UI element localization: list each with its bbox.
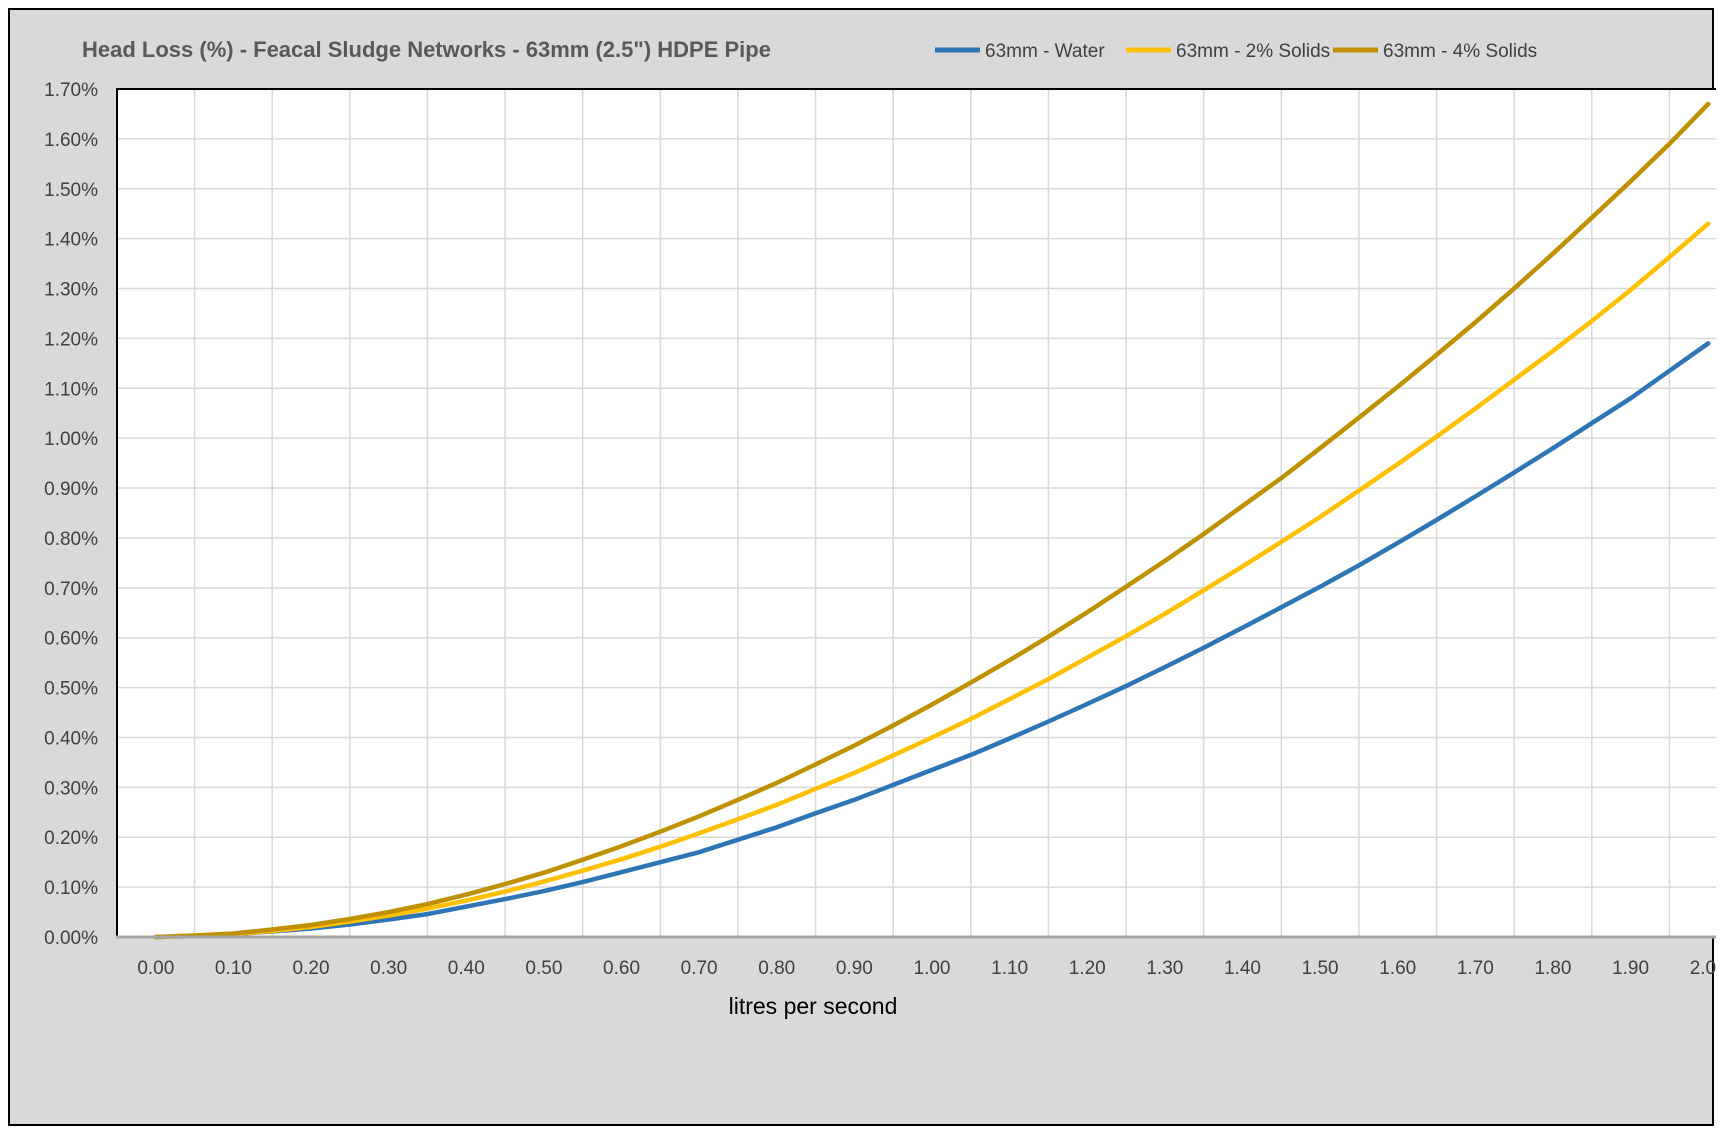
y-tick-label: 0.10% (44, 878, 98, 899)
y-tick-label: 1.40% (44, 230, 98, 251)
y-tick-label: 1.10% (44, 379, 98, 400)
gridlines (117, 88, 1716, 937)
x-tick-label: 1.50 (1302, 958, 1339, 979)
y-tick-label: 1.30% (44, 280, 98, 301)
x-tick-label: 0.60 (603, 958, 640, 979)
y-tick-label: 1.20% (44, 329, 98, 350)
legend-entry-label: 63mm - 4% Solids (1383, 41, 1537, 62)
x-tick-label: 0.10 (215, 958, 252, 979)
x-tick-label: 0.50 (525, 958, 562, 979)
x-tick-label: 0.40 (448, 958, 485, 979)
x-tick-label: 1.60 (1379, 958, 1416, 979)
y-tick-label: 0.70% (44, 579, 98, 600)
x-tick-label: 0.90 (836, 958, 873, 979)
x-tick-label: 0.80 (758, 958, 795, 979)
legend: 63mm - Water 63mm - 2% Solids 63mm - 4% So… (935, 41, 1537, 62)
x-tick-label: 0.70 (681, 958, 718, 979)
y-tick-label: 0.60% (44, 629, 98, 650)
y-tick-label: 0.90% (44, 479, 98, 500)
y-tick-label: 0.50% (44, 679, 98, 700)
y-axis-ticks: 0.00% 0.10% 0.20% 0.30% 0.40% 0.50% 0.60% 0.70%… (44, 80, 98, 949)
x-axis-label: litres per second (729, 993, 898, 1019)
chart-title: Head Loss (%) - Feacal Sludge Networks -… (82, 37, 771, 62)
line-chart: Head Loss (%) - Feacal Sludge Networks -… (44, 37, 1716, 1019)
y-tick-label: 1.50% (44, 180, 98, 201)
y-tick-label: 0.80% (44, 529, 98, 550)
x-tick-label: 1.20 (1069, 958, 1106, 979)
chart-frame: Head Loss (%) - Feacal Sludge Networks -… (8, 8, 1716, 1126)
y-tick-label: 0.00% (44, 928, 98, 949)
y-tick-label: 0.20% (44, 828, 98, 849)
x-axis-ticks: 0.00 0.10 0.20 0.30 0.40 0.50 0.60 0.70 0.80 0.90… (137, 958, 1716, 979)
y-tick-label: 1.00% (44, 429, 98, 450)
x-tick-label: 2.00 (1690, 958, 1716, 979)
series-lines (153, 101, 1711, 940)
x-tick-label: 0.20 (293, 958, 330, 979)
x-tick-label: 1.90 (1612, 958, 1649, 979)
x-tick-label: 1.30 (1146, 958, 1183, 979)
x-tick-label: 1.70 (1457, 958, 1494, 979)
x-tick-label: 1.00 (914, 958, 951, 979)
series-line (153, 341, 1711, 940)
y-tick-label: 0.30% (44, 778, 98, 799)
x-tick-label: 1.10 (991, 958, 1028, 979)
x-tick-label: 0.30 (370, 958, 407, 979)
x-tick-label: 0.00 (137, 958, 174, 979)
legend-entry-label: 63mm - 2% Solids (1176, 41, 1330, 62)
y-tick-label: 1.60% (44, 130, 98, 151)
legend-entry-label: 63mm - Water (985, 41, 1105, 62)
series-line (153, 221, 1711, 940)
x-tick-label: 1.40 (1224, 958, 1261, 979)
y-tick-label: 0.40% (44, 728, 98, 749)
x-tick-label: 1.80 (1534, 958, 1571, 979)
series-line (153, 101, 1711, 940)
y-tick-label: 1.70% (44, 80, 98, 101)
plot-area (116, 89, 1716, 937)
